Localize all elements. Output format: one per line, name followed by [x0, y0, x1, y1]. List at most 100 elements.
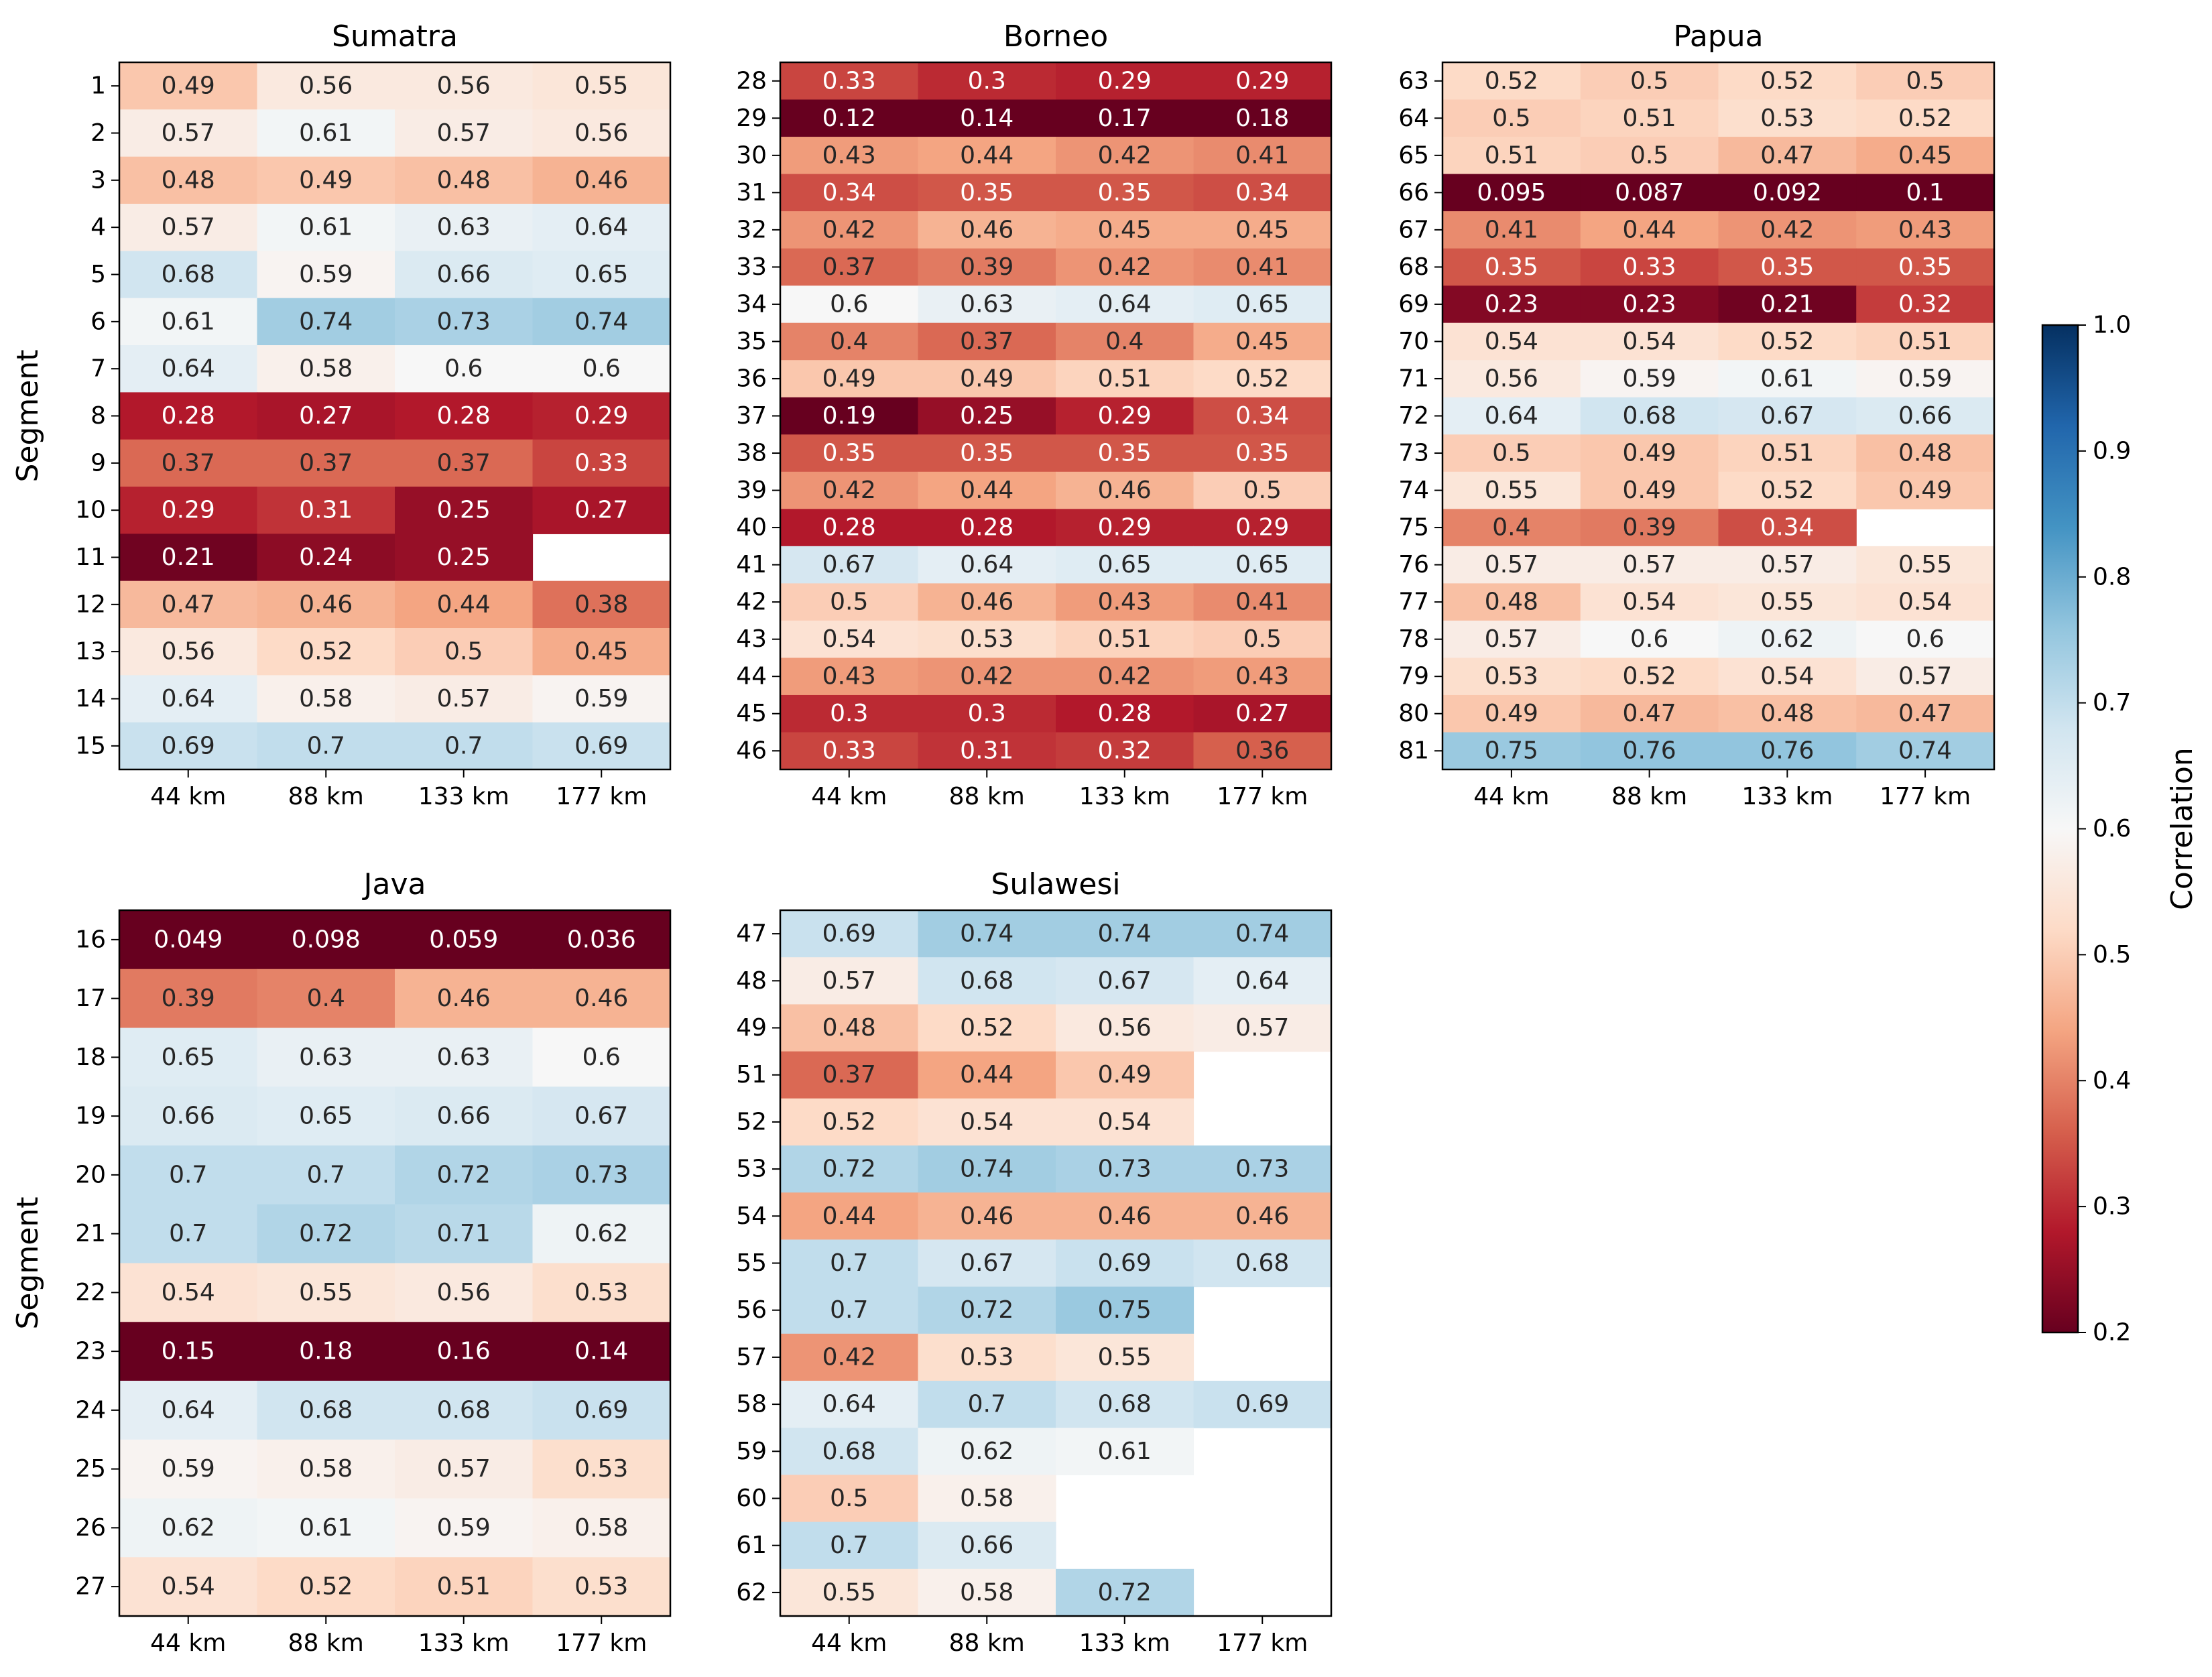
heatmap-cell — [257, 392, 395, 440]
y-tick-label: 42 — [736, 588, 767, 616]
heatmap-cell — [257, 251, 395, 299]
heatmap-cell — [1718, 62, 1857, 101]
heatmap-cell — [1718, 360, 1857, 398]
heatmap-cell — [1442, 322, 1581, 361]
cell-value-label: 0.47 — [1898, 700, 1952, 727]
heatmap-cell — [1442, 62, 1581, 101]
cell-value-label: 0.54 — [162, 1279, 215, 1306]
y-tick-label: 61 — [736, 1532, 767, 1559]
cell-value-label: 0.23 — [1485, 290, 1538, 318]
cell-value-label: 0.092 — [1753, 179, 1822, 206]
heatmap-cell — [395, 392, 534, 440]
cell-value-label: 0.61 — [299, 119, 353, 147]
cell-value-label: 0.42 — [822, 477, 876, 504]
colorbar-tick-label: 0.7 — [2093, 689, 2131, 717]
cell-value-label: 0.58 — [574, 1514, 628, 1542]
heatmap-cell — [532, 580, 671, 629]
heatmap-cell — [1442, 658, 1581, 696]
cell-value-label: 0.64 — [1098, 290, 1152, 318]
cell-value-label: 0.55 — [1760, 588, 1814, 616]
heatmap-cell — [1718, 434, 1857, 473]
heatmap-cell — [1580, 286, 1719, 324]
heatmap-cell — [1056, 1098, 1194, 1146]
cell-value-label: 0.51 — [1485, 141, 1538, 169]
cell-value-label: 0.53 — [574, 1279, 628, 1306]
cell-value-label: 0.47 — [1623, 700, 1676, 727]
heatmap-cell — [119, 1145, 258, 1205]
heatmap-cell — [257, 439, 395, 487]
heatmap-cell — [1718, 174, 1857, 212]
panel-java: 0.049 0.098 0.059 0.036 0.39 0.4 0.46 0.46 0.65 0… — [11, 867, 672, 1657]
heatmap-cell — [1056, 1051, 1194, 1099]
y-tick-label: 14 — [75, 685, 106, 712]
cell-value-label: 0.41 — [1485, 216, 1538, 243]
cell-value-label: 0.46 — [574, 166, 628, 194]
cell-value-label: 0.29 — [1098, 402, 1152, 430]
cell-value-label: 0.6 — [1630, 625, 1668, 653]
heatmap-cell — [1056, 694, 1194, 733]
cell-value-label: 0.46 — [299, 591, 353, 618]
heatmap-cell — [257, 109, 395, 158]
heatmap-cell — [918, 910, 1056, 958]
heatmap-cell — [1718, 99, 1857, 137]
y-tick-label: 74 — [1398, 477, 1429, 504]
cell-value-label: 0.63 — [437, 214, 491, 241]
x-tick-label: 133 km — [1079, 783, 1170, 810]
cell-value-label: 0.65 — [574, 261, 628, 288]
heatmap-cell — [1718, 732, 1857, 770]
heatmap-cell — [780, 1239, 919, 1288]
heatmap-cell — [395, 204, 534, 251]
heatmap-cell — [1442, 211, 1581, 249]
cell-value-label: 0.29 — [162, 497, 215, 524]
heatmap-cell — [1718, 286, 1857, 324]
heatmap-cell — [918, 1098, 1056, 1146]
heatmap-cell — [1718, 471, 1857, 509]
y-tick-label: 3 — [90, 166, 106, 194]
heatmap-cell — [918, 732, 1056, 770]
cell-value-label: 0.69 — [1235, 1391, 1289, 1418]
cell-value-label: 0.41 — [1235, 588, 1289, 616]
cell-value-label: 0.49 — [1098, 1061, 1152, 1089]
cell-value-label: 0.42 — [1098, 141, 1152, 169]
cell-value-label: 0.62 — [162, 1514, 215, 1542]
cell-value-label: 0.34 — [822, 179, 876, 206]
y-tick-label: 70 — [1398, 328, 1429, 355]
y-tick-label: 67 — [1398, 216, 1429, 243]
x-tick-label: 177 km — [556, 1629, 647, 1657]
cell-value-label: 0.54 — [1898, 588, 1952, 616]
cell-value-label: 0.18 — [1235, 105, 1289, 132]
x-tick-label: 133 km — [1079, 1629, 1170, 1657]
heatmap-cell — [918, 1004, 1056, 1052]
heatmap-cell — [1193, 1239, 1332, 1288]
heatmap-cell — [780, 1286, 919, 1334]
heatmap-cell — [532, 1145, 671, 1205]
cell-value-label: 0.35 — [1760, 253, 1814, 281]
y-tick-label: 33 — [736, 253, 767, 281]
heatmap-cell — [119, 156, 258, 204]
heatmap-cell — [1056, 397, 1194, 435]
cell-value-label: 0.74 — [574, 308, 628, 335]
heatmap-cell — [1442, 732, 1581, 770]
cell-value-label: 0.72 — [299, 1220, 353, 1247]
cell-value-label: 0.64 — [960, 551, 1013, 578]
cell-value-label: 0.44 — [960, 141, 1013, 169]
cell-value-label: 0.46 — [1098, 477, 1152, 504]
cell-value-label: 0.62 — [960, 1438, 1013, 1465]
y-tick-label: 55 — [736, 1249, 767, 1277]
cell-value-label: 0.43 — [1235, 663, 1289, 690]
heatmap-cell — [395, 1322, 534, 1381]
heatmap-cell — [395, 487, 534, 534]
cell-value-label: 0.5 — [830, 588, 868, 616]
heatmap-cell — [395, 628, 534, 676]
heatmap-cell — [1056, 910, 1194, 958]
cell-value-label: 0.12 — [822, 105, 876, 132]
y-tick-label: 20 — [75, 1161, 106, 1188]
cell-value-label: 0.75 — [1485, 737, 1538, 765]
heatmap-cell — [780, 546, 919, 584]
cell-value-label: 0.21 — [1760, 290, 1814, 318]
heatmap-cell — [1056, 1428, 1194, 1475]
cell-value-label: 0.5 — [1630, 67, 1668, 95]
x-tick-label: 88 km — [288, 1629, 364, 1657]
heatmap-cell — [1856, 248, 1995, 286]
heatmap-cell — [918, 174, 1056, 212]
